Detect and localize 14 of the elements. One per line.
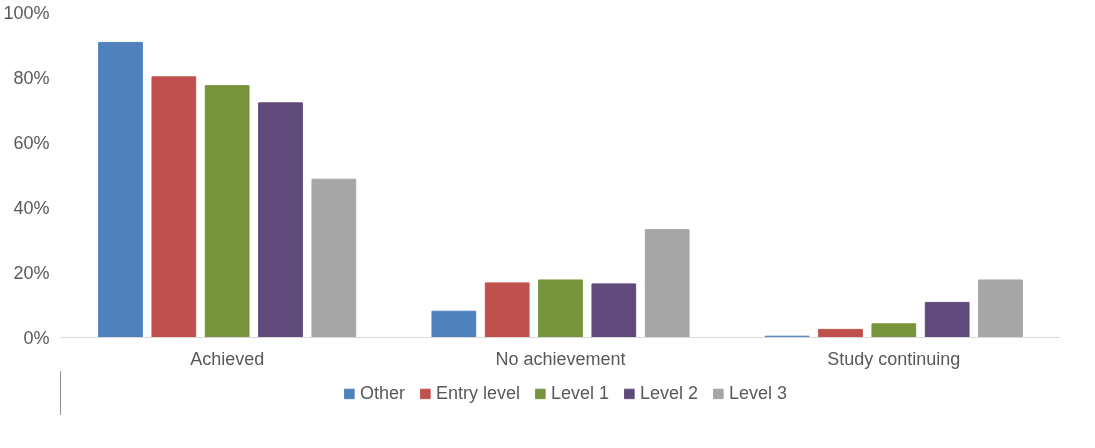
legend-label: Other — [359, 382, 405, 404]
legend-label: Level 2 — [640, 382, 699, 404]
y-tick-label: 40% — [13, 197, 50, 218]
y-tick-label: 80% — [13, 67, 50, 88]
legend-label: Level 3 — [729, 382, 788, 404]
x-tick-label: Achieved — [190, 348, 265, 369]
y-tick-label: 60% — [13, 132, 50, 153]
x-tick-label: Study continuing — [827, 348, 961, 369]
y-tick-label: 0% — [23, 327, 50, 348]
x-tick-label: No achievement — [495, 348, 626, 369]
y-tick-label: 100% — [3, 2, 50, 23]
legend-label: Level 1 — [550, 382, 610, 404]
legend-label: Entry level — [435, 382, 520, 404]
y-tick-label: 20% — [13, 262, 50, 283]
